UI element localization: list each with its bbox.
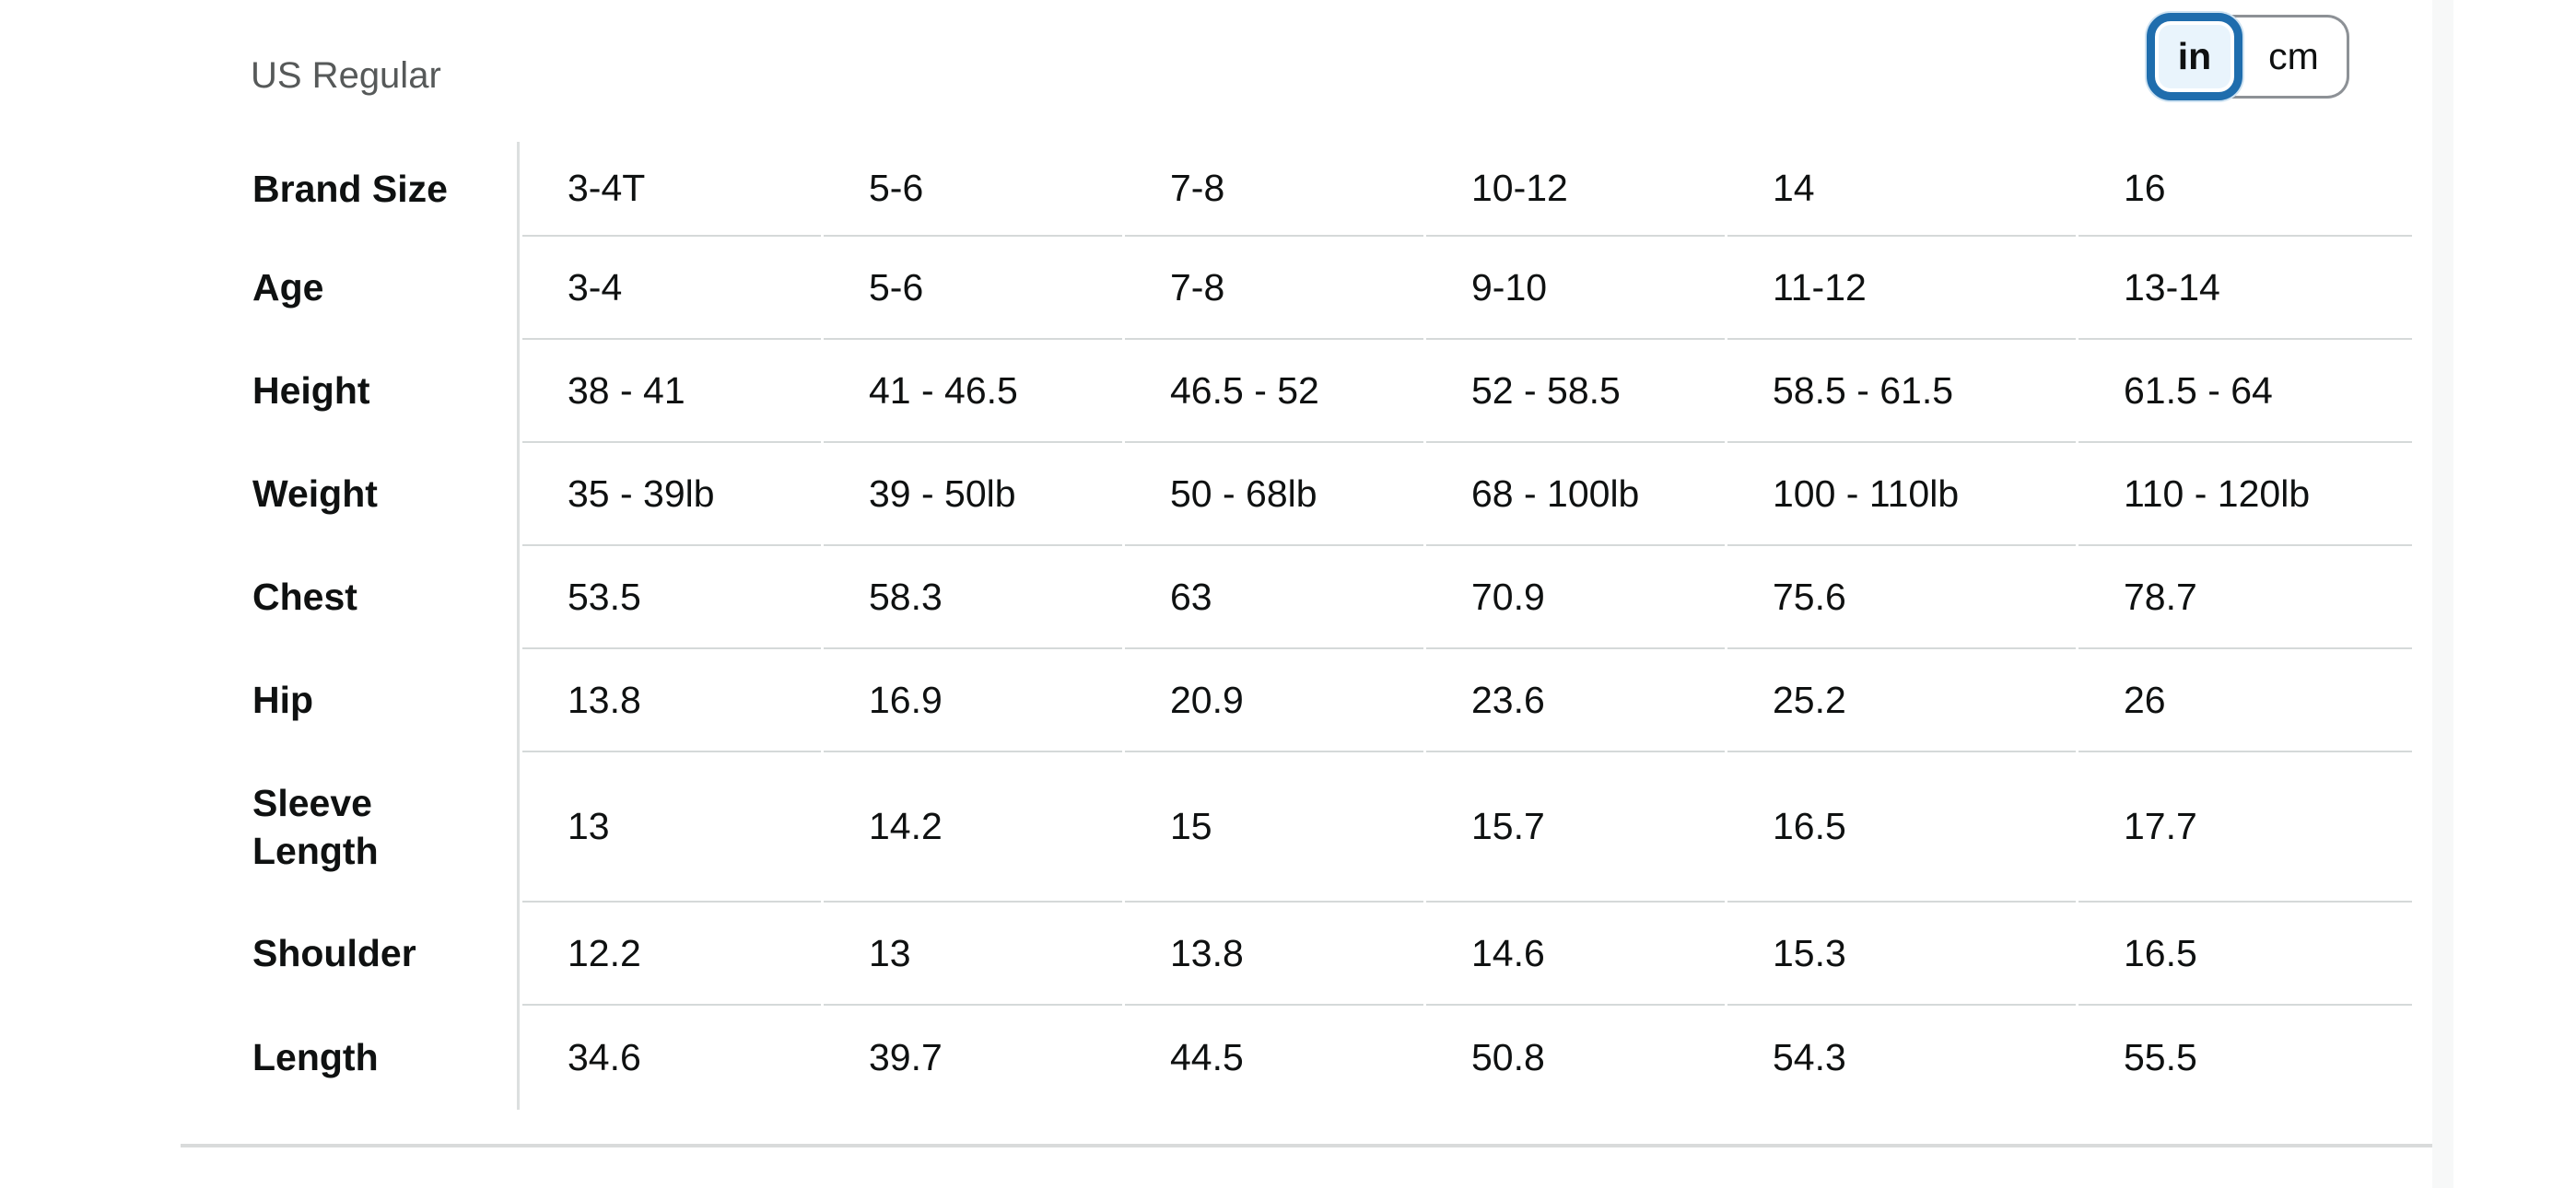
cell-value: 55.5	[2124, 1036, 2197, 1078]
cell-value: 14.6	[1426, 903, 1725, 1006]
section-divider	[181, 1144, 2451, 1147]
unit-toggle-cm-button[interactable]: cm	[2228, 15, 2349, 99]
cell-value: 41 - 46.5	[824, 340, 1122, 443]
cell-value: 50 - 68lb	[1125, 443, 1423, 546]
cell-value: 13	[522, 752, 821, 903]
table-row: Shoulder 12.2 13 13.8 14.6 15.3 16.5	[252, 903, 2412, 1006]
cell-value: 26	[2078, 649, 2412, 752]
cell-value: 58.3	[824, 546, 1122, 649]
fit-type-label: US Regular	[251, 55, 441, 96]
row-label: Weight	[252, 443, 520, 546]
row-label: Height	[252, 340, 520, 443]
table-row: Age 3-4 5-6 7-8 9-10 11-12 13-14	[252, 237, 2412, 340]
table-row: Brand Size 3-4T 5-6 7-8 10-12 14 16	[252, 142, 2412, 237]
cell-value: 7-8	[1125, 237, 1423, 340]
cell-value: 17.7	[2078, 752, 2412, 903]
cell-value: 15.7	[1426, 752, 1725, 903]
cell-value: 25.2	[1727, 649, 2076, 752]
row-label: Brand Size	[252, 142, 520, 237]
row-label: Shoulder	[252, 903, 520, 1006]
row-label: Sleeve Length	[252, 752, 520, 903]
cell-value: 34.6	[568, 1036, 641, 1078]
scrollbar-gutter	[2432, 0, 2453, 1188]
unit-toggle: in cm	[2147, 13, 2349, 100]
cell-value: 16.9	[824, 649, 1122, 752]
cell-value: 10-12	[1426, 142, 1725, 237]
cell-value: 16.5	[2078, 903, 2412, 1006]
cell-value: 5-6	[824, 237, 1122, 340]
cell-value: 23.6	[1426, 649, 1725, 752]
cell-value: 50.8	[1471, 1036, 1545, 1078]
cell-value: 110 - 120lb	[2078, 443, 2412, 546]
cell-value: 70.9	[1426, 546, 1725, 649]
table-row: Hip 13.8 16.9 20.9 23.6 25.2 26	[252, 649, 2412, 752]
cell-value: 15.3	[1727, 903, 2076, 1006]
cell-value: 11-12	[1727, 237, 2076, 340]
cell-value: 54.3	[1773, 1036, 1846, 1078]
cell-value: 5-6	[824, 142, 1122, 237]
cell-value: 100 - 110lb	[1727, 443, 2076, 546]
cell-value: 15	[1125, 752, 1423, 903]
table-row: Weight 35 - 39lb 39 - 50lb 50 - 68lb 68 …	[252, 443, 2412, 546]
cell-value: 13-14	[2078, 237, 2412, 340]
cell-value: 13	[824, 903, 1122, 1006]
cell-value: 68 - 100lb	[1426, 443, 1725, 546]
cell-value: 14	[1727, 142, 2076, 237]
cell-value: 7-8	[1125, 142, 1423, 237]
size-chart-table-container: Brand Size 3-4T 5-6 7-8 10-12 14 16 Age …	[250, 142, 2415, 1110]
cell-value: 39 - 50lb	[824, 443, 1122, 546]
cell-value: 58.5 - 61.5	[1727, 340, 2076, 443]
cell-value: 44.5	[1170, 1036, 1244, 1078]
cell-value: 16.5	[1727, 752, 2076, 903]
unit-toggle-in-button[interactable]: in	[2147, 13, 2242, 100]
cell-value: 9-10	[1426, 237, 1725, 340]
cell-value: 16	[2078, 142, 2412, 237]
table-row: Chest 53.5 58.3 63 70.9 75.6 78.7	[252, 546, 2412, 649]
row-label: Chest	[252, 546, 520, 649]
cell-value: 39.7	[869, 1036, 943, 1078]
table-row: Sleeve Length 13 14.2 15 15.7 16.5 17.7	[252, 752, 2412, 903]
row-label: Age	[252, 237, 520, 340]
cell-value: 75.6	[1727, 546, 2076, 649]
cell-value: 12.2	[522, 903, 821, 1006]
cell-value: 63	[1125, 546, 1423, 649]
row-label: Hip	[252, 649, 520, 752]
cell-value: 14.2	[824, 752, 1122, 903]
cell-value: 53.5	[522, 546, 821, 649]
row-label: Length	[252, 1006, 520, 1110]
cell-value: 78.7	[2078, 546, 2412, 649]
cell-value: 61.5 - 64	[2078, 340, 2412, 443]
cell-value: 38 - 41	[522, 340, 821, 443]
cell-value: 52 - 58.5	[1426, 340, 1725, 443]
table-row: Length 34.6 39.7 44.5 50.8 54.3 55.5	[252, 1006, 2412, 1110]
cell-value: 13.8	[522, 649, 821, 752]
cell-value: 20.9	[1125, 649, 1423, 752]
cell-value: 3-4	[522, 237, 821, 340]
cell-value: 35 - 39lb	[522, 443, 821, 546]
table-row: Height 38 - 41 41 - 46.5 46.5 - 52 52 - …	[252, 340, 2412, 443]
cell-value: 3-4T	[522, 142, 821, 237]
size-chart-table: Brand Size 3-4T 5-6 7-8 10-12 14 16 Age …	[250, 142, 2415, 1110]
cell-value: 13.8	[1125, 903, 1423, 1006]
cell-value: 46.5 - 52	[1125, 340, 1423, 443]
